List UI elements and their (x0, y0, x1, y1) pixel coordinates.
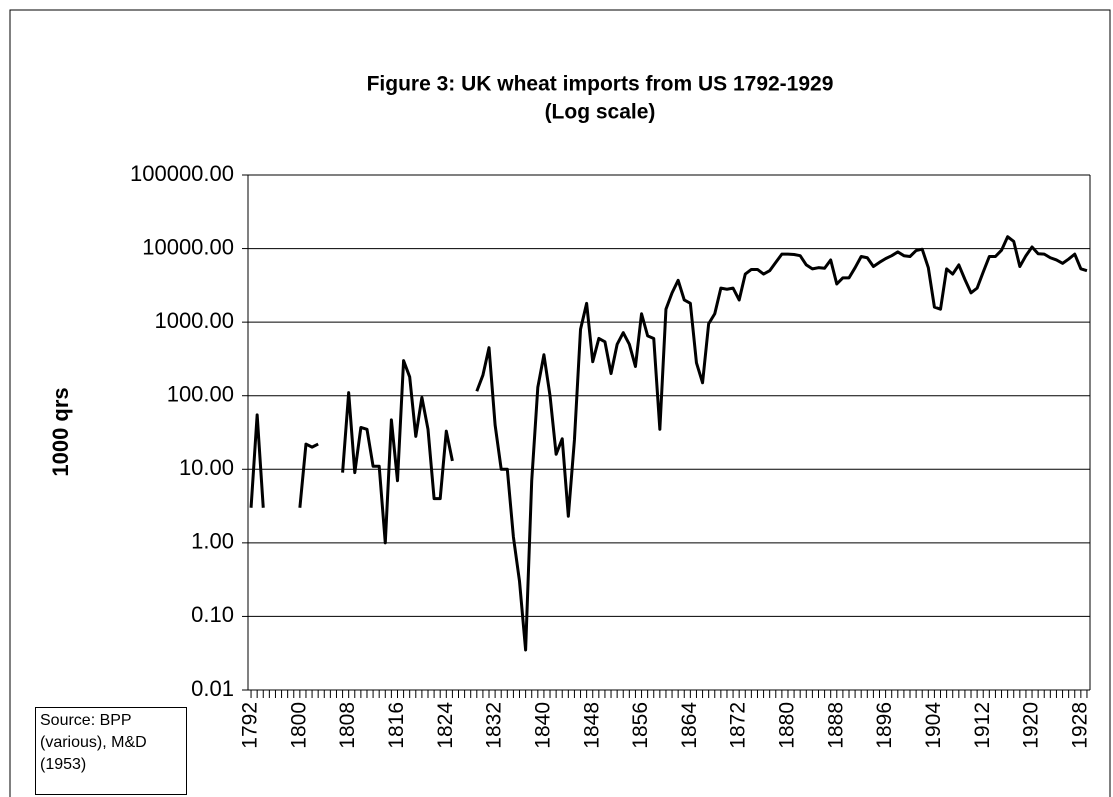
x-tick-label: 1904 (922, 702, 945, 749)
y-axis-label: 1000 qrs (48, 387, 73, 476)
x-tick-label: 1792 (239, 702, 262, 749)
x-tick-label: 1872 (727, 702, 750, 749)
x-tick-label: 1880 (776, 702, 799, 749)
chart-subtitle: (Log scale) (545, 101, 656, 124)
x-tick-label: 1856 (629, 702, 652, 749)
x-tick-label: 1920 (1020, 702, 1043, 749)
y-tick-label: 0.01 (191, 676, 234, 701)
x-tick-label: 1912 (971, 702, 994, 749)
data-line (249, 235, 1088, 652)
x-tick-label: 1848 (580, 702, 603, 749)
y-tick-label: 1000.00 (154, 308, 234, 333)
x-tick-label: 1824 (434, 702, 457, 749)
x-tick-label: 1928 (1068, 702, 1091, 749)
source-note: Source: BPP (various), M&D (1953) (35, 707, 187, 795)
chart-title: Figure 3: UK wheat imports from US 1792-… (367, 73, 834, 96)
chart-border (9, 9, 1111, 797)
y-tick-label: 1.00 (191, 529, 234, 554)
x-tick-label: 1840 (531, 702, 554, 749)
x-tick-label: 1864 (678, 702, 701, 749)
x-tick-label: 1816 (385, 702, 408, 749)
y-tick-label: 0.10 (191, 602, 234, 627)
y-tick-label: 10000.00 (142, 234, 234, 259)
x-tick-label: 1808 (336, 702, 359, 749)
x-tick-label: 1800 (287, 702, 310, 749)
x-tick-label: 1832 (483, 702, 506, 749)
y-tick-label: 10.00 (179, 455, 234, 480)
y-tick-label: 100.00 (167, 382, 234, 407)
x-tick-label: 1896 (873, 702, 896, 749)
y-tick-label: 100000.00 (130, 161, 234, 186)
x-tick-label: 1888 (824, 702, 847, 749)
